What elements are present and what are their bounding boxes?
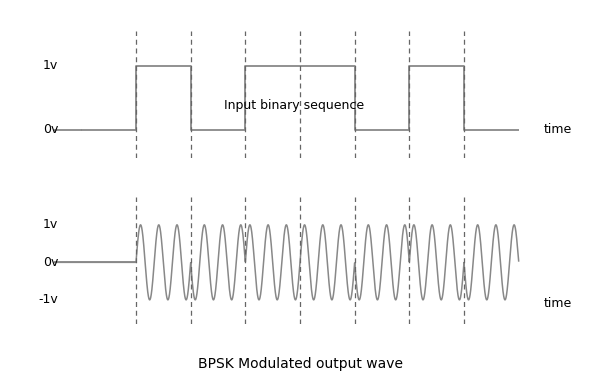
- Text: Input binary sequence: Input binary sequence: [224, 99, 365, 112]
- Text: 0v: 0v: [43, 256, 58, 269]
- Text: 0v: 0v: [43, 123, 58, 136]
- Text: time: time: [543, 297, 572, 310]
- Text: BPSK Modulated output wave: BPSK Modulated output wave: [197, 357, 403, 371]
- Text: 1v: 1v: [43, 59, 58, 73]
- Text: 1v: 1v: [43, 218, 58, 231]
- Text: time: time: [543, 123, 572, 136]
- Text: -1v: -1v: [38, 293, 58, 306]
